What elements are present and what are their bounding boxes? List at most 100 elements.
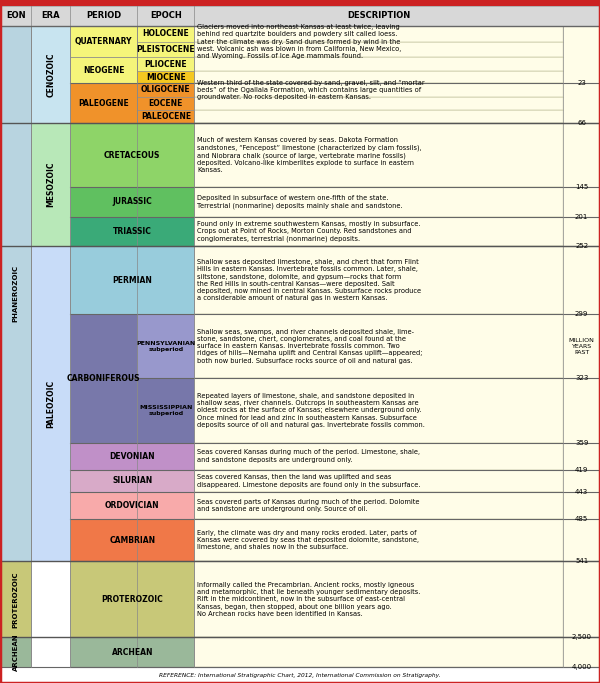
Text: 2,500: 2,500 — [572, 635, 592, 641]
Bar — [70, 519, 194, 561]
Bar — [194, 443, 563, 470]
Text: HOLOCENE: HOLOCENE — [143, 29, 189, 38]
Text: OLIGOCENE: OLIGOCENE — [141, 85, 191, 94]
Bar — [194, 83, 563, 96]
Text: CARBONIFEROUS: CARBONIFEROUS — [67, 374, 140, 382]
Text: Seas covered Kansas during much of the period. Limestone, shale,
and sandstone d: Seas covered Kansas during much of the p… — [197, 449, 421, 463]
Text: PERIOD: PERIOD — [86, 12, 121, 20]
Bar — [194, 519, 563, 561]
Text: SILURIAN: SILURIAN — [112, 477, 152, 486]
Bar — [70, 57, 137, 83]
Bar — [194, 378, 563, 443]
Bar — [70, 26, 137, 57]
Bar — [194, 57, 563, 71]
Text: Seas covered Kansas, then the land was uplifted and seas
disappeared. Limestone : Seas covered Kansas, then the land was u… — [197, 474, 421, 488]
Text: Found only in extreme southwestern Kansas, mostly in subsurface.
Crops out at Po: Found only in extreme southwestern Kansa… — [197, 221, 421, 242]
Bar — [70, 637, 194, 667]
Text: ARCHEAN: ARCHEAN — [112, 647, 153, 657]
Bar — [70, 187, 194, 217]
Text: Shallow seas deposited limestone, shale, and chert that form Flint
Hills in east: Shallow seas deposited limestone, shale,… — [197, 259, 422, 301]
Text: Early, the climate was dry and many rocks eroded. Later, parts of
Kansas were co: Early, the climate was dry and many rock… — [197, 530, 419, 550]
Text: EOCENE: EOCENE — [149, 98, 183, 108]
Text: CAMBRIAN: CAMBRIAN — [109, 535, 155, 544]
Bar — [70, 217, 194, 247]
Text: PROTEROZOIC: PROTEROZOIC — [101, 595, 163, 604]
Bar — [194, 217, 563, 247]
Text: CENOZOIC: CENOZOIC — [46, 52, 55, 97]
Bar — [194, 110, 563, 123]
Text: REFERENCE: International Stratigraphic Chart, 2012, International Commission on : REFERENCE: International Stratigraphic C… — [159, 673, 441, 678]
Bar — [194, 71, 563, 83]
Bar — [137, 57, 194, 71]
Text: Deposited in subsurface of western one-fifth of the state.
Terrestrial (nonmarin: Deposited in subsurface of western one-f… — [197, 195, 403, 209]
Text: DEVONIAN: DEVONIAN — [109, 451, 155, 460]
Text: PLIOCENE: PLIOCENE — [145, 59, 187, 69]
Bar — [31, 123, 70, 247]
Text: NEOGENE: NEOGENE — [83, 66, 125, 75]
Bar — [137, 71, 194, 83]
Bar — [137, 26, 194, 42]
Text: 201: 201 — [575, 214, 589, 220]
Text: MILLION
YEARS
PAST: MILLION YEARS PAST — [569, 338, 595, 355]
Text: PHANEROZOIC: PHANEROZOIC — [13, 265, 19, 322]
Text: Much of western Kansas covered by seas. Dakota Formation
sandstones, “Fencepost”: Much of western Kansas covered by seas. … — [197, 137, 422, 173]
Bar — [194, 314, 563, 378]
Text: MESOZOIC: MESOZOIC — [46, 162, 55, 208]
Bar — [563, 26, 600, 667]
Text: PALEOZOIC: PALEOZOIC — [46, 380, 55, 428]
Text: Seas covered parts of Kansas during much of the period. Dolomite
and sandstone a: Seas covered parts of Kansas during much… — [197, 499, 420, 512]
Bar — [31, 247, 70, 561]
Bar — [137, 96, 194, 110]
Bar — [137, 83, 194, 96]
Text: 485: 485 — [575, 516, 589, 522]
Bar — [194, 492, 563, 519]
Text: 23: 23 — [577, 81, 586, 86]
Text: CRETACEOUS: CRETACEOUS — [104, 150, 160, 160]
Bar — [0, 561, 31, 637]
Text: Shallow seas, swamps, and river channels deposited shale, lime-
stone, sandstone: Shallow seas, swamps, and river channels… — [197, 329, 423, 363]
Text: 145: 145 — [575, 184, 589, 190]
Text: JURASSIC: JURASSIC — [112, 197, 152, 206]
Bar — [0, 0, 600, 6]
Text: PERMIAN: PERMIAN — [112, 276, 152, 285]
Text: ARCHEAN: ARCHEAN — [13, 633, 19, 671]
Text: Repeated layers of limestone, shale, and sandstone deposited in
shallow seas, ri: Repeated layers of limestone, shale, and… — [197, 393, 425, 428]
Bar — [194, 247, 563, 314]
Text: 419: 419 — [575, 466, 589, 473]
Text: MIOCENE: MIOCENE — [146, 73, 186, 82]
Text: Glaciers moved into northeast Kansas at least twice, leaving
behind red quartzit: Glaciers moved into northeast Kansas at … — [197, 24, 401, 59]
Bar — [194, 123, 563, 187]
Text: Western third of the state covered by sand, gravel, silt, and “mortar
beds” of t: Western third of the state covered by sa… — [197, 80, 425, 100]
Bar — [137, 110, 194, 123]
Text: PALEOGENE: PALEOGENE — [79, 98, 129, 108]
Bar — [70, 492, 194, 519]
Bar — [194, 96, 563, 110]
Text: Informally called the Precambrian. Ancient rocks, mostly igneous
and metamorphic: Informally called the Precambrian. Ancie… — [197, 582, 421, 617]
Text: PLEISTOCENE: PLEISTOCENE — [137, 45, 195, 54]
Bar — [194, 561, 563, 637]
Text: MISSISSIPPIAN
subperiod: MISSISSIPPIAN subperiod — [139, 405, 193, 416]
Text: ERA: ERA — [41, 12, 60, 20]
Bar — [137, 378, 194, 443]
Bar — [194, 470, 563, 492]
Text: 299: 299 — [575, 311, 589, 317]
Text: QUATERNARY: QUATERNARY — [75, 37, 133, 46]
Bar — [0, 637, 31, 667]
Bar — [194, 187, 563, 217]
Bar — [0, 26, 31, 561]
Bar — [70, 314, 137, 443]
Bar — [0, 6, 600, 26]
Bar — [194, 42, 563, 57]
Text: 359: 359 — [575, 440, 589, 445]
Bar — [70, 123, 194, 187]
Text: PENNSYLVANIAN
subperiod: PENNSYLVANIAN subperiod — [136, 341, 196, 352]
Bar — [70, 470, 194, 492]
Bar — [31, 26, 70, 123]
Text: PALEOCENE: PALEOCENE — [141, 112, 191, 121]
Bar — [194, 26, 563, 42]
Text: EPOCH: EPOCH — [150, 12, 182, 20]
Text: 66: 66 — [577, 120, 586, 126]
Text: 252: 252 — [575, 243, 588, 249]
Bar — [70, 247, 194, 314]
Text: DESCRIPTION: DESCRIPTION — [347, 12, 410, 20]
